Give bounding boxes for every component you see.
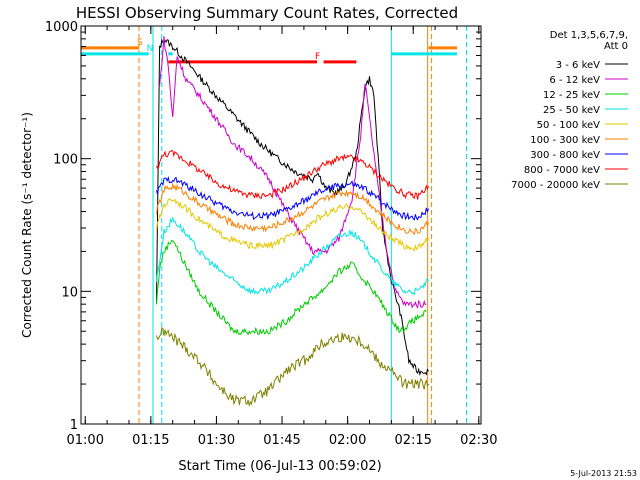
series-line-8 [156,326,429,408]
legend-label-0: 3 - 6 keV [556,60,600,71]
x-tick-label-2: 01:30 [198,433,235,448]
series-line-0 [156,38,429,377]
chart-title: HESSI Observing Summary Count Rates, Cor… [76,4,458,22]
flag-label-s: S [137,38,143,48]
series-line-4 [156,198,429,252]
x-tick-label-0: 01:00 [67,433,104,448]
series-line-3 [156,216,429,296]
legend-label-3: 25 - 50 keV [543,105,600,116]
y-axis: 1 10 100 1000 [45,20,481,433]
series-line-6 [156,175,429,221]
x-tick-label-3: 01:45 [263,433,300,448]
x-axis: 01:00 01:15 01:30 01:45 02:00 02:15 02:30 [67,26,498,448]
y-tick-label-2: 100 [53,153,78,168]
legend-label-2: 12 - 25 keV [543,90,600,101]
legend-label-4: 50 - 100 keV [537,120,601,131]
flag-label-f: F [315,52,320,62]
x-tick-label-4: 02:00 [329,433,366,448]
x-tick-label-5: 02:15 [394,433,431,448]
flag-label-n: N [147,44,154,54]
legend-label-6: 300 - 800 keV [530,150,600,161]
y-tick-label-0: 1 [70,418,78,433]
y-axis-label: Corrected Count Rate (s⁻¹ detector⁻¹) [20,112,34,338]
legend-label-1: 6 - 12 keV [549,75,600,86]
legend-header-0: Det 1,3,5,6,7,9, [550,30,628,41]
y-tick-label-3: 1000 [45,20,78,35]
x-axis-label: Start Time (06-Jul-13 00:59:02) [178,459,381,474]
series-line-7 [156,150,429,200]
plot-area: SN F [81,26,468,424]
x-tick-label-1: 01:15 [132,433,169,448]
legend-header-1: Att 0 [604,41,628,52]
series-line-2 [156,239,427,336]
x-tick-label-6: 02:30 [460,433,497,448]
legend: Det 1,3,5,6,7,9,Att 0 3 - 6 keV 6 - 12 keV… [511,30,628,191]
series-line-5 [156,182,429,236]
y-tick-label-1: 10 [61,285,78,300]
legend-label-8: 7000 - 20000 keV [511,180,600,191]
legend-label-7: 800 - 7000 keV [524,165,600,176]
timestamp: 5-Jul-2013 21:53 [570,469,637,478]
legend-label-5: 100 - 300 keV [530,135,600,146]
plot-frame [80,25,482,425]
